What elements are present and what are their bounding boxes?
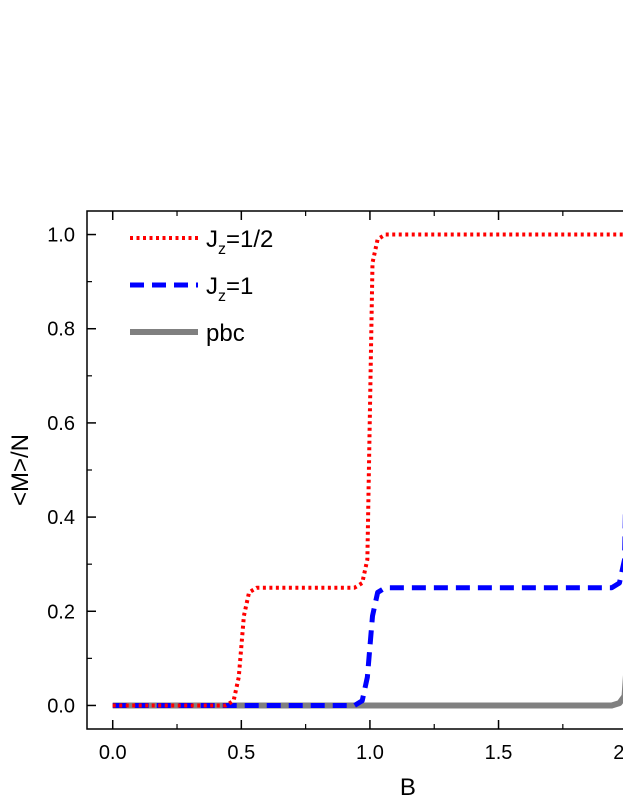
x-tick-label: 1.5 (485, 742, 513, 764)
x-tick-label: 2.0 (613, 742, 623, 764)
plot-frame (86, 210, 623, 730)
legend-label-2: pbc (206, 320, 245, 347)
x-tick-label: 1.0 (356, 742, 384, 764)
y-axis-title: <M>/N (7, 434, 34, 506)
series-line-1 (112, 505, 623, 708)
series-line-2 (112, 674, 623, 709)
legend: Jz=1/2 Jz=1 pbc (130, 226, 273, 347)
y-tick-label: 0.4 (47, 507, 75, 529)
x-tick-label: 0.5 (227, 742, 255, 764)
y-tick-label: 0.0 (47, 695, 75, 717)
series-line-0 (112, 232, 623, 708)
series-layer (112, 232, 623, 709)
y-tick-label: 0.6 (47, 413, 75, 435)
y-tick-label: 0.2 (47, 601, 75, 623)
legend-label-0: Jz=1/2 (206, 226, 273, 258)
x-tick-label: 0.0 (99, 742, 127, 764)
y-tick-label: 0.8 (47, 319, 75, 341)
ticks-layer: 0.0 0.5 1.0 1.5 2.0 0.0 0.2 0.4 0.6 0.8 1.0 (47, 211, 623, 764)
y-tick-label: 1.0 (47, 225, 75, 247)
x-axis-title: B (400, 774, 416, 801)
legend-label-1: Jz=1 (206, 273, 253, 305)
axes-layer (86, 210, 623, 730)
